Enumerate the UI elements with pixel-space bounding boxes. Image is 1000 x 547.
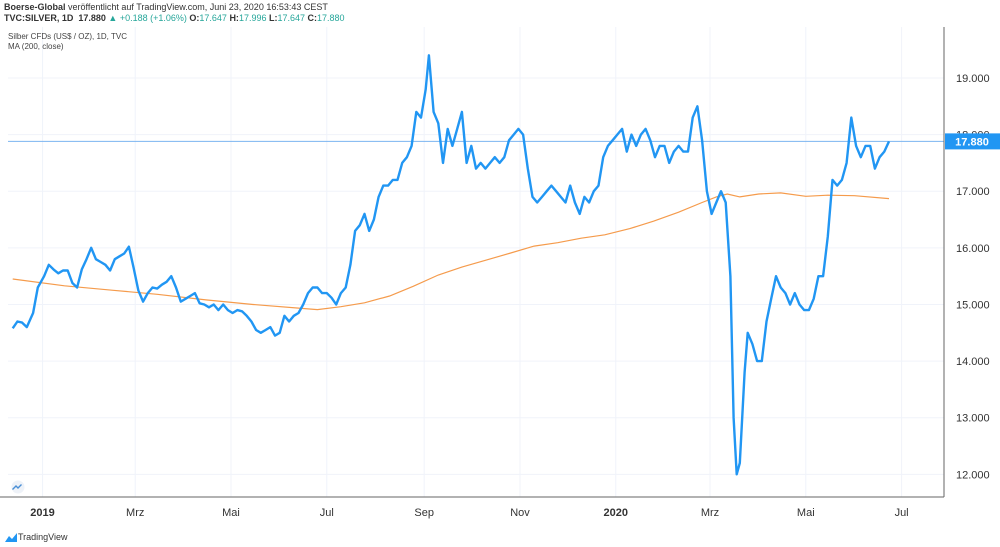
- symbol-label: TVC:SILVER, 1D: [4, 13, 74, 23]
- x-tick-label: Jul: [895, 507, 909, 519]
- y-tick-label: 14.000: [956, 356, 990, 368]
- high-value: 17.996: [238, 13, 267, 23]
- x-tick-label: Mai: [797, 507, 815, 519]
- current-price-badge: [945, 133, 1000, 150]
- tradingview-logo-icon: [5, 533, 17, 542]
- chart-lines: [8, 54, 944, 476]
- y-tick-label: 16.000: [956, 243, 990, 255]
- y-tick-label: 15.000: [956, 299, 990, 311]
- x-tick-label: 2020: [604, 507, 628, 519]
- price-change: ▲ +0.188 (+1.06%): [108, 13, 187, 23]
- y-tick-label: 17.000: [956, 186, 990, 198]
- last-price: 17.880: [78, 13, 106, 23]
- close-label: C:: [307, 13, 318, 23]
- time-axis[interactable]: 2019 Mrz Mai Jul Sep Nov 2020 Mrz Mai Jul: [0, 496, 944, 519]
- x-tick-label: Mai: [222, 507, 240, 519]
- open-value: 17.647: [199, 13, 227, 23]
- price-line: [11, 54, 891, 476]
- chart-grid: [8, 27, 944, 497]
- footer-brand[interactable]: TradingView: [18, 532, 68, 542]
- high-label: H:: [229, 13, 239, 23]
- publish-line: Boerse-Global veröffentlicht auf Trading…: [4, 2, 328, 12]
- y-tick-label: 19.000: [956, 73, 990, 85]
- tradingview-watermark-icon[interactable]: [9, 480, 27, 494]
- quote-line: TVC:SILVER, 1D 17.880 ▲ +0.188 (+1.06%) …: [4, 13, 345, 23]
- indicator-legend[interactable]: MA (200, close): [8, 42, 64, 51]
- x-tick-label: Jul: [320, 507, 334, 519]
- close-value: 17.880: [317, 13, 345, 23]
- footer: TradingView: [0, 529, 1000, 547]
- ma-200-line: [12, 192, 890, 311]
- x-tick-label: Sep: [414, 507, 434, 519]
- x-tick-label: 2019: [30, 507, 54, 519]
- published-text: veröffentlicht auf TradingView.com, Juni…: [68, 2, 328, 12]
- low-label: L:: [268, 13, 278, 23]
- open-label: O:: [189, 13, 200, 23]
- y-tick-label: 12.000: [956, 469, 990, 481]
- x-tick-label: Mrz: [126, 507, 144, 519]
- chart-header: Boerse-Global veröffentlicht auf Trading…: [0, 0, 1000, 26]
- low-value: 17.647: [277, 13, 306, 23]
- y-tick-label: 13.000: [956, 413, 990, 425]
- x-tick-label: Nov: [510, 507, 530, 519]
- current-price-label: 17.880: [955, 136, 989, 148]
- x-tick-label: Mrz: [701, 507, 719, 519]
- publisher-name[interactable]: Boerse-Global: [4, 2, 66, 12]
- price-axis[interactable]: 12.00013.00014.00015.00016.00017.00018.0…: [943, 27, 1000, 497]
- series-legend[interactable]: Silber CFDs (US$ / OZ), 1D, TVC: [8, 32, 127, 41]
